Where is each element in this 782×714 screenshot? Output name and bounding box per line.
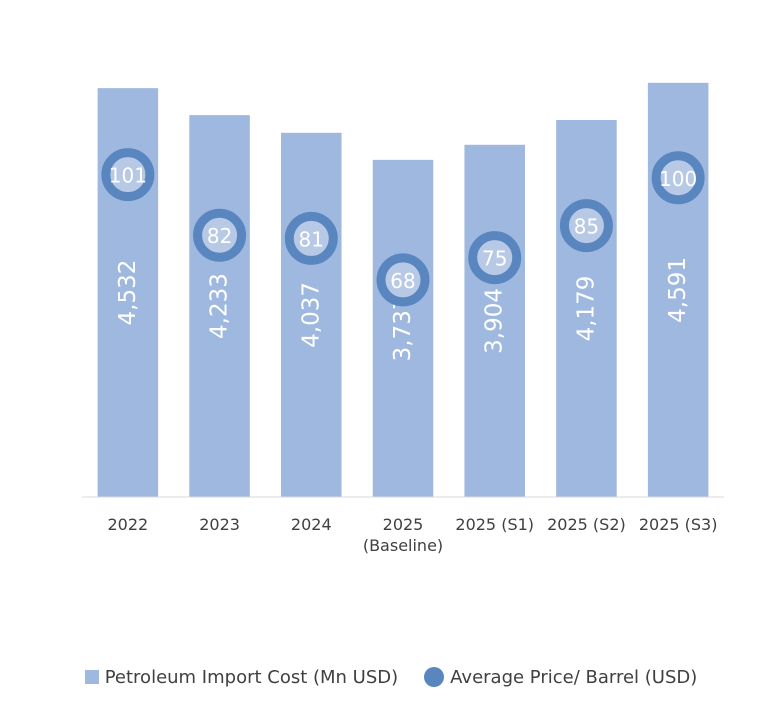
- x-ticks-layer: 2022 2023 2024 2025 (Baseline) 2025 (S1) 2025 …: [107, 515, 717, 555]
- x-tick-label: 2025 (S3): [639, 515, 718, 534]
- bar-labels-layer: 4,532 4,233 4,037 3,737 3,904 4,179 4,591: [115, 257, 691, 361]
- price-value-label: 85: [574, 215, 599, 239]
- x-tick-label: (Baseline): [363, 536, 443, 555]
- bar-value-label: 3,737: [390, 295, 416, 361]
- price-point-3[interactable]: [376, 253, 430, 307]
- price-point-0[interactable]: [101, 148, 155, 202]
- price-point-4[interactable]: [468, 231, 522, 285]
- price-point-5[interactable]: [559, 199, 613, 253]
- x-tick-label: 2025: [383, 515, 424, 534]
- bar-value-label: 4,233: [207, 273, 233, 339]
- x-tick-label: 2025 (S2): [547, 515, 626, 534]
- x-tick-label: 2022: [107, 515, 148, 534]
- bar-3[interactable]: [372, 159, 434, 497]
- price-value-label: 68: [390, 269, 415, 293]
- price-point-6[interactable]: [651, 151, 705, 205]
- legend-item-import-cost[interactable]: Petroleum Import Cost (Mn USD): [84, 666, 399, 688]
- legend-item-avg-price[interactable]: Average Price/ Barrel (USD): [424, 667, 697, 688]
- bar-value-label: 4,037: [298, 282, 324, 348]
- bar-value-label: 3,904: [482, 288, 508, 354]
- x-tick-label: 2023: [199, 515, 240, 534]
- price-value-label: 100: [659, 167, 697, 191]
- chart: 4,532 4,233 4,037 3,737 3,904 4,179 4,591 101 8…: [82, 82, 724, 555]
- bar-4[interactable]: [464, 144, 525, 497]
- legend-label-avg-price: Average Price/ Barrel (USD): [450, 666, 698, 688]
- bar-value-label: 4,591: [665, 257, 691, 323]
- legend: Petroleum Import Cost (Mn USD) Average P…: [0, 662, 782, 692]
- bubbles-layer: 101 82 81 68 75 85 100: [101, 148, 705, 307]
- price-value-label: 75: [482, 247, 507, 271]
- legend-swatch-avg-price: [424, 667, 445, 687]
- legend-swatch-import-cost: [84, 670, 99, 684]
- bar-value-label: 4,179: [573, 276, 599, 342]
- x-tick-label: 2025 (S1): [455, 515, 534, 534]
- bar-1[interactable]: [189, 115, 250, 498]
- price-value-label: 81: [299, 227, 324, 251]
- price-point-1[interactable]: [193, 208, 247, 262]
- x-tick-label: 2024: [291, 515, 332, 534]
- legend-label-import-cost: Petroleum Import Cost (Mn USD): [104, 666, 399, 688]
- bar-value-label: 4,532: [115, 260, 141, 326]
- bars-layer: [97, 82, 709, 498]
- bar-2[interactable]: [281, 132, 342, 497]
- bar-5[interactable]: [556, 119, 617, 498]
- price-value-label: 101: [109, 164, 147, 188]
- price-point-2[interactable]: [284, 211, 338, 265]
- price-value-label: 82: [207, 224, 232, 248]
